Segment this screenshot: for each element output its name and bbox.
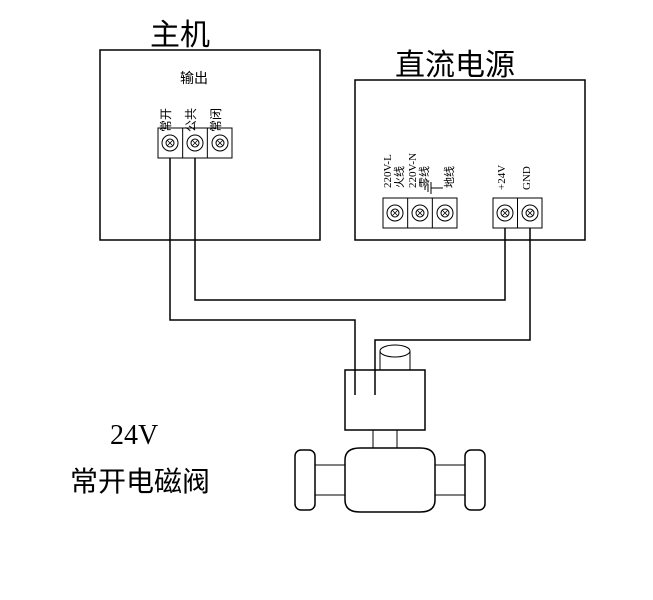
host-terminal-label-0: 常开 (159, 108, 173, 132)
valve-flange-right (465, 450, 485, 510)
psu-ac-label2-0: 火线 (392, 166, 406, 188)
wire-0 (170, 158, 355, 395)
psu-ac-label2-2: 地线 (442, 166, 456, 188)
valve-stem (373, 430, 397, 448)
psu-dc-label-1: GND (521, 166, 533, 190)
host-terminal-label-1: 公共 (184, 108, 198, 132)
valve-coil-cap (380, 345, 410, 357)
wire-1 (195, 158, 505, 300)
psu-ac-label1-1: 220V-N (407, 153, 419, 188)
psu-ac-label1-0: 220V-L (382, 154, 394, 188)
host-box (100, 50, 320, 240)
host-terminal-label-2: 常闭 (209, 108, 223, 132)
valve-flange-left (295, 450, 315, 510)
valve-junction-box (345, 370, 425, 430)
valve-body (345, 448, 435, 512)
psu-ac-label2-1: 零线 (417, 166, 431, 188)
psu-dc-label-0: +24V (496, 165, 508, 190)
